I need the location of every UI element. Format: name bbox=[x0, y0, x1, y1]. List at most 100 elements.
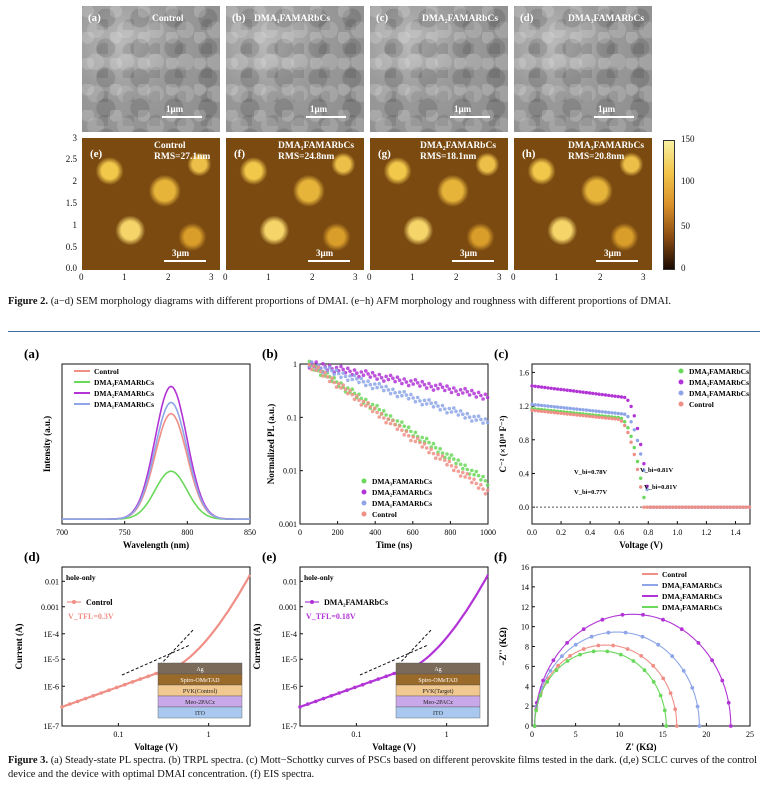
trpl-point-dma1 bbox=[339, 375, 343, 380]
caption-text: (a) Steady-state PL spectra. (b) TRPL sp… bbox=[8, 755, 758, 780]
y-tick-label: 8 bbox=[525, 643, 529, 652]
sample-name: DMA₃FAMARbCs bbox=[568, 14, 645, 24]
trpl-point-control bbox=[465, 472, 470, 476]
trpl-point-dma1 bbox=[375, 385, 379, 390]
trpl-point-control bbox=[357, 398, 361, 402]
ms-point-control bbox=[635, 467, 640, 472]
colorbar-tick: 0 bbox=[681, 263, 686, 273]
ms-point-dma1 bbox=[578, 407, 582, 412]
ms-point-dma2 bbox=[568, 388, 573, 393]
x-tick-label: 1.4 bbox=[730, 528, 740, 537]
trpl-point-dma2 bbox=[463, 386, 467, 391]
ms-point-control bbox=[623, 423, 627, 428]
ms-point-dma2 bbox=[587, 391, 592, 395]
trpl-point-control bbox=[316, 365, 321, 369]
ms-point-dma2 bbox=[546, 386, 550, 390]
trpl-point-dma2 bbox=[479, 393, 483, 398]
ms-point-dma1 bbox=[559, 405, 563, 410]
sclc-point bbox=[75, 699, 80, 704]
ms-point-dma1 bbox=[539, 403, 544, 408]
trpl-point-control bbox=[456, 469, 461, 474]
trpl-point-dma1 bbox=[330, 368, 334, 373]
ms-point-control bbox=[680, 505, 684, 509]
trpl-point-dma2 bbox=[359, 370, 364, 374]
trpl-point-dma1 bbox=[481, 421, 485, 425]
y-tick-label: 1E-7 bbox=[43, 722, 59, 731]
legend-label: DMA₃FAMARbCs bbox=[662, 603, 722, 612]
trpl-point-dma1 bbox=[334, 368, 339, 372]
pl-curve-control bbox=[62, 412, 250, 520]
afm-x-tick: 3 bbox=[353, 272, 358, 282]
trpl-point-dma2 bbox=[485, 395, 490, 400]
trpl-point-dma1 bbox=[461, 412, 465, 417]
sclc-point bbox=[154, 671, 158, 676]
ms-point-dma1 bbox=[565, 406, 569, 410]
trpl-point-control bbox=[355, 394, 359, 398]
ms-point-dma1 bbox=[581, 408, 585, 412]
trpl-point-control bbox=[397, 424, 402, 428]
sclc-point bbox=[130, 680, 135, 684]
ms-point-dma2 bbox=[575, 389, 579, 394]
trpl-point-control bbox=[323, 370, 328, 375]
ms-point-dma2 bbox=[565, 388, 569, 392]
y-tick-label: 1.2 bbox=[519, 402, 529, 411]
trpl-point-dma2 bbox=[461, 391, 465, 395]
afm-y-tick: 0.0 bbox=[65, 263, 77, 273]
x-tick-label: 400 bbox=[369, 528, 381, 537]
sclc-point bbox=[313, 699, 318, 704]
fit-line bbox=[121, 644, 191, 676]
ms-point-control bbox=[677, 505, 681, 509]
legend-label: DMA₂FAMARbCs bbox=[372, 488, 432, 497]
afm-x-tick: 0 bbox=[511, 272, 516, 282]
trpl-point-dma1 bbox=[413, 399, 418, 404]
ms-point-dma1 bbox=[607, 410, 611, 415]
plot-frame bbox=[299, 363, 489, 525]
trpl-point-dma3 bbox=[377, 407, 382, 412]
y-tick-label: 1E-5 bbox=[43, 655, 59, 664]
trpl-point-control bbox=[325, 375, 330, 379]
trpl-point-control bbox=[409, 438, 413, 443]
x-tick-label: 1.2 bbox=[701, 528, 711, 537]
ms-point-dma2 bbox=[626, 398, 630, 402]
trpl-point-dma2 bbox=[406, 383, 411, 388]
x-tick-label: 800 bbox=[444, 528, 456, 537]
afm-x-tick: 1 bbox=[266, 272, 271, 282]
y-tick-label: 0 bbox=[525, 722, 529, 731]
ms-point-control bbox=[651, 505, 656, 509]
x-tick-label: 200 bbox=[332, 528, 344, 537]
trpl-point-dma3 bbox=[440, 451, 445, 455]
ms-point-control bbox=[533, 408, 537, 413]
chart-pl-spectra: (a) Wavelength (nm) Intensity (a.u.) 700 750… bbox=[24, 346, 256, 550]
trpl-point-dma2 bbox=[341, 367, 346, 372]
trpl-point-control bbox=[309, 367, 314, 372]
legend-label: Control bbox=[86, 598, 113, 607]
plot-frame bbox=[299, 566, 489, 727]
trpl-point-dma1 bbox=[384, 384, 388, 389]
ms-point-dma1 bbox=[555, 405, 560, 409]
trpl-point-dma1 bbox=[327, 365, 332, 370]
trpl-point-control bbox=[393, 422, 397, 427]
trpl-point-dma3 bbox=[476, 473, 481, 478]
trpl-point-dma1 bbox=[436, 404, 440, 408]
trpl-point-dma1 bbox=[449, 410, 454, 414]
trpl-point-dma1 bbox=[485, 420, 490, 425]
afm-panel-f: (f) DMA₁FAMARbCs RMS=24.8nm 3μm bbox=[226, 138, 364, 270]
trpl-point-dma2 bbox=[415, 381, 420, 385]
legend-label: DMA₂FAMARbCs bbox=[94, 389, 154, 398]
panel-label: (a) bbox=[24, 346, 39, 361]
y-tick-label: 1 bbox=[293, 360, 297, 369]
trpl-point-dma2 bbox=[456, 392, 461, 397]
ms-point-dma1 bbox=[549, 404, 553, 409]
panel-label: (d) bbox=[24, 549, 40, 564]
ms-point-control bbox=[555, 411, 560, 415]
x-tick-label: 750 bbox=[119, 528, 131, 537]
trpl-point-dma1 bbox=[476, 414, 481, 418]
legend-marker bbox=[678, 390, 684, 396]
y-axis-label: Intensity (a.u.) bbox=[42, 416, 52, 472]
sem-panel-a: (a) Control 1μm bbox=[82, 6, 220, 132]
y-axis-label: Normalized PL (a.u.) bbox=[266, 404, 276, 485]
trpl-point-dma2 bbox=[321, 362, 325, 366]
ms-point-dma3 bbox=[639, 476, 643, 480]
trpl-point-dma3 bbox=[409, 429, 413, 434]
legend-marker bbox=[678, 401, 684, 407]
